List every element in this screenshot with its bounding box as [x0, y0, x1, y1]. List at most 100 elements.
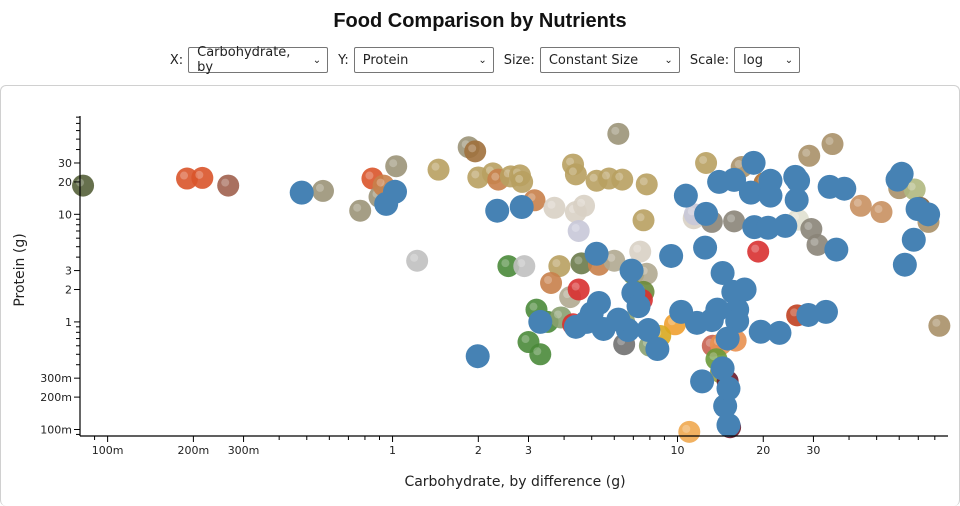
food-image-fill: [821, 133, 844, 156]
food-image-highlight: [611, 126, 620, 135]
food-image-fill: [427, 158, 450, 181]
food-image-marker-meal: [548, 255, 571, 278]
food-image-marker-mushroom: [603, 249, 626, 272]
data-point: [725, 308, 750, 333]
food-image-marker-meal: [611, 168, 634, 191]
x-tick-label: 2: [475, 444, 482, 457]
data-point: [741, 150, 766, 175]
food-image-fill: [567, 219, 590, 242]
food-image-highlight: [553, 310, 562, 319]
x-tick-label: 20: [756, 444, 770, 457]
food-image-highlight: [501, 259, 510, 268]
food-image-marker-tomato: [567, 278, 590, 301]
food-image-marker-ham: [217, 174, 240, 197]
food-image-fill: [511, 170, 534, 193]
food-image-fill: [607, 122, 630, 145]
y-select-label: Y:: [338, 52, 349, 68]
food-image-highlight: [615, 172, 624, 181]
data-point: [289, 180, 314, 205]
food-image-marker-broccoli: [529, 343, 552, 366]
food-image-fill: [529, 343, 552, 366]
data-point: [465, 344, 490, 369]
food-image-fill: [635, 173, 658, 196]
food-image-highlight: [315, 183, 324, 192]
food-image-marker-cake: [464, 140, 487, 163]
y-tick-label: 20: [58, 176, 72, 189]
food-image-highlight: [389, 159, 398, 168]
x-tick-label: 3: [525, 444, 532, 457]
y-tick-label: 1: [65, 316, 72, 329]
food-image-marker-meal: [427, 158, 450, 181]
food-image-highlight: [365, 171, 374, 180]
food-image-fill: [543, 196, 566, 219]
data-point: [694, 201, 719, 226]
data-point: [690, 369, 715, 394]
food-image-highlight: [410, 253, 419, 262]
food-image-fill: [747, 240, 770, 263]
food-image-highlight: [874, 205, 883, 214]
chevron-down-icon: ⌄: [312, 54, 322, 66]
food-image-fill: [385, 155, 408, 178]
food-image-highlight: [544, 275, 553, 284]
y-tick-label: 100m: [40, 423, 72, 436]
data-point: [901, 227, 926, 252]
data-point: [374, 191, 399, 216]
data-point: [824, 237, 849, 262]
food-image-fill: [548, 255, 571, 278]
food-image-marker-salad: [540, 271, 563, 294]
food-image-highlight: [468, 144, 477, 153]
food-image-highlight: [751, 244, 760, 253]
food-image-fill: [311, 179, 334, 202]
data-point: [579, 301, 604, 326]
x-axis-select-value: Carbohydrate, by: [197, 45, 291, 75]
food-image-marker-meal: [635, 173, 658, 196]
scale-select[interactable]: log ⌄: [734, 47, 801, 73]
food-image-highlight: [682, 424, 691, 433]
x-axis-select[interactable]: Carbohydrate, by ⌄: [188, 45, 329, 75]
food-image-highlight: [790, 308, 799, 317]
food-image-fill: [695, 151, 718, 174]
data-point: [722, 167, 747, 192]
data-point: [528, 309, 553, 334]
food-image-marker-sausage: [191, 166, 214, 189]
food-image-marker-meal: [632, 209, 655, 232]
data-point: [885, 167, 910, 192]
y-axis-select[interactable]: Protein ⌄: [353, 47, 494, 73]
y-axis-title: Protein (g): [12, 233, 28, 306]
scale-select-value: log: [743, 52, 763, 68]
food-image-fill: [928, 314, 951, 337]
y-tick-label: 2: [65, 284, 72, 297]
food-image-fill: [903, 178, 926, 201]
y-tick-label: 30: [58, 157, 72, 170]
food-image-highlight: [699, 155, 708, 164]
food-image-marker-meal: [695, 151, 718, 174]
x-select-label: X:: [169, 52, 184, 68]
x-tick-label: 200m: [178, 444, 210, 457]
food-image-fill: [849, 194, 872, 217]
food-image-highlight: [633, 244, 642, 253]
food-image-fill: [191, 166, 214, 189]
data-point: [892, 252, 917, 277]
data-point: [673, 183, 698, 208]
food-image-highlight: [180, 171, 189, 180]
data-point: [715, 326, 740, 351]
food-image-marker-milk: [513, 255, 536, 278]
food-image-fill: [567, 278, 590, 301]
data-point: [716, 413, 741, 438]
food-image-highlight: [431, 162, 440, 171]
food-image-highlight: [195, 170, 204, 179]
size-select[interactable]: Constant Size ⌄: [539, 47, 680, 73]
food-image-highlight: [533, 347, 542, 356]
food-image-marker-yogurt: [567, 219, 590, 242]
data-point: [786, 168, 811, 193]
food-image-highlight: [491, 172, 500, 181]
x-tick-label: 30: [806, 444, 820, 457]
y-tick-label: 10: [58, 208, 72, 221]
food-image-highlight: [810, 237, 819, 246]
data-point: [784, 187, 809, 212]
scale-select-label: Scale:: [689, 52, 730, 68]
data-point: [832, 176, 857, 201]
food-image-fill: [870, 201, 893, 224]
food-image-marker-cereal: [311, 179, 334, 202]
food-image-marker-potato: [870, 201, 893, 224]
